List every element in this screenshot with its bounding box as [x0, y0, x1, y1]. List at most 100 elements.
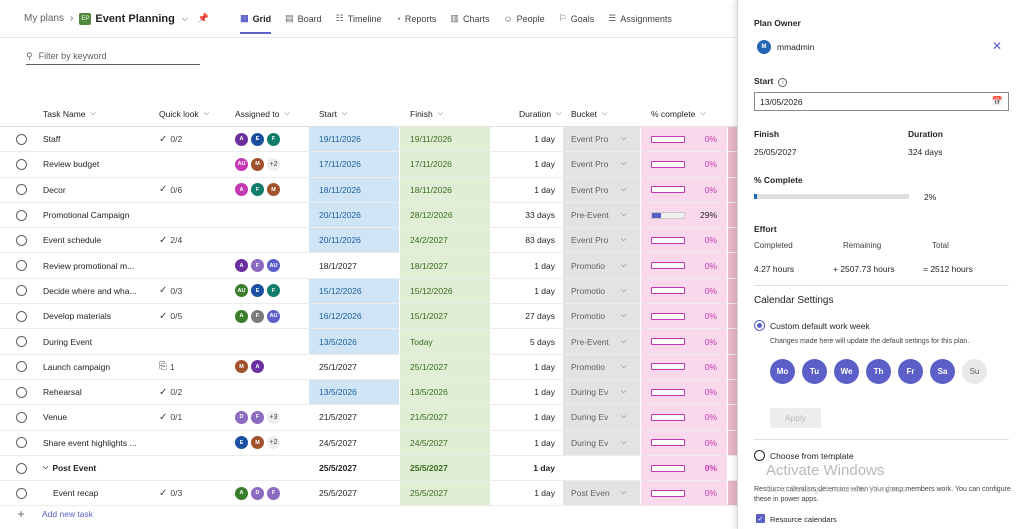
finish-date[interactable]: 21/5/2027 [400, 405, 491, 430]
table-row[interactable]: Review promotional m... A F AU 18/1/2027 1… [0, 253, 737, 279]
table-row[interactable]: ⌵ Post Event 25/5/2027 25/5/2027 1 day 0% [0, 455, 737, 482]
tab-timeline[interactable]: ☷ Timeline [329, 0, 389, 38]
start-date[interactable]: 13/5/2026 [309, 379, 400, 405]
complete-task-radio[interactable] [15, 336, 27, 348]
percent-complete[interactable]: 0% [641, 228, 728, 253]
task-name[interactable]: Launch campaign [43, 361, 111, 372]
plan-title[interactable]: Event Planning [95, 12, 175, 25]
table-row[interactable]: Rehearsal ✓ 0/2 13/5/2026 13/5/2026 1 day… [0, 379, 737, 406]
filter-input[interactable] [38, 51, 189, 61]
day-toggle-we[interactable]: We [834, 359, 859, 384]
col-finish[interactable]: Finish ⌵ [410, 109, 443, 119]
complete-task-radio[interactable] [15, 184, 27, 196]
bucket-select[interactable]: Post Even ⌵ [563, 481, 641, 506]
duration[interactable]: 1 day [534, 387, 555, 398]
duration[interactable]: 1 day [534, 184, 555, 195]
percent-complete[interactable]: 0% [641, 481, 728, 506]
table-row[interactable]: Promotional Campaign 20/11/2026 28/12/20… [0, 202, 737, 229]
duration[interactable]: 1 day [534, 412, 555, 423]
tab-assignments[interactable]: ☰ Assignments [601, 0, 679, 38]
tab-grid[interactable]: ▦ Grid [233, 0, 278, 38]
percent-complete[interactable]: 0% [641, 304, 728, 329]
finish-date[interactable]: 15/1/2027 [400, 304, 491, 329]
percent-complete[interactable]: 0% [641, 127, 728, 152]
col-bucket[interactable]: Bucket ⌵ [571, 109, 608, 119]
custom-work-week-label[interactable]: Custom default work week [770, 321, 870, 331]
task-name[interactable]: Decide where and wha... [43, 285, 137, 296]
start-date[interactable]: 17/11/2026 [309, 152, 400, 177]
assignees[interactable]: D F +3 [235, 410, 280, 424]
assignees[interactable]: A F AU [235, 309, 280, 323]
percent-complete[interactable]: 0% [641, 430, 728, 455]
custom-work-week-radio[interactable] [754, 320, 765, 331]
percent-complete[interactable]: 0% [641, 177, 728, 202]
finish-date[interactable]: 28/12/2026 [400, 202, 491, 228]
col-assigned-to[interactable]: Assigned to ⌵ [235, 109, 290, 119]
bucket-select[interactable]: Event Pro ⌵ [563, 228, 641, 253]
complete-task-radio[interactable] [15, 487, 27, 499]
col-start[interactable]: Start ⌵ [319, 109, 348, 119]
day-toggle-tu[interactable]: Tu [802, 359, 827, 384]
start-date[interactable]: 18/11/2026 [309, 177, 400, 202]
duration[interactable]: 1 day [534, 361, 555, 372]
resource-calendars-checkbox[interactable]: ✓ [756, 514, 765, 523]
tab-charts[interactable]: ▥ Charts [443, 0, 496, 38]
complete-task-radio[interactable] [15, 285, 27, 297]
task-name[interactable]: Promotional Campaign [43, 210, 130, 221]
complete-task-radio[interactable] [15, 386, 27, 398]
start-date[interactable]: 21/5/2027 [319, 412, 357, 423]
quick-look[interactable]: ✓ 0/5 [159, 310, 183, 322]
col-quick-look[interactable]: Quick look ⌵ [159, 109, 209, 119]
apply-button[interactable]: Apply [770, 408, 821, 428]
finish-date[interactable]: 15/12/2026 [400, 278, 491, 304]
complete-task-radio[interactable] [15, 158, 27, 170]
complete-task-radio[interactable] [15, 361, 27, 373]
task-name[interactable]: Event recap [53, 488, 99, 499]
table-row[interactable]: Event schedule ✓ 2/4 20/11/2026 24/2/2027… [0, 228, 737, 254]
bucket-select[interactable]: During Ev ⌵ [563, 379, 641, 405]
start-date[interactable]: 24/5/2027 [319, 437, 357, 448]
start-date[interactable]: 19/11/2026 [309, 127, 400, 152]
complete-task-radio[interactable] [15, 234, 27, 246]
table-row[interactable]: Develop materials ✓ 0/5 A F AU 16/12/2026 1… [0, 304, 737, 330]
bucket-select[interactable]: Pre-Event ⌵ [563, 329, 641, 354]
tab-people[interactable]: ☺ People [496, 0, 551, 38]
percent-complete[interactable]: 0% [641, 329, 728, 354]
bucket-select[interactable]: Event Pro ⌵ [563, 152, 641, 177]
duration[interactable]: 1 day [534, 159, 555, 170]
tab-goals[interactable]: ⚐ Goals [552, 0, 602, 38]
day-toggle-su[interactable]: Su [962, 359, 987, 384]
tab-reports[interactable]: ◔ Reports [388, 0, 443, 38]
template-label[interactable]: Choose from template [770, 451, 854, 461]
bucket-select[interactable]: Event Pro ⌵ [563, 127, 641, 152]
complete-task-radio[interactable] [15, 209, 27, 221]
percent-complete[interactable]: 29% [641, 202, 728, 228]
quick-look[interactable]: ✓ 0/6 [159, 184, 183, 196]
complete-task-radio[interactable] [15, 437, 27, 449]
start-date[interactable]: 25/5/2027 [319, 488, 357, 499]
quick-look[interactable]: ✓ 0/1 [159, 411, 183, 423]
start-date[interactable]: 20/11/2026 [309, 228, 400, 253]
task-name[interactable]: Event schedule [43, 235, 102, 246]
task-name[interactable]: During Event [43, 336, 93, 347]
complete-task-radio[interactable] [15, 411, 27, 423]
table-row[interactable]: Review budget AU M +2 17/11/2026 17/11/202… [0, 152, 737, 178]
table-row[interactable]: During Event 13/5/2026 Today 5 days Pre-… [0, 329, 737, 355]
finish-date[interactable]: 18/1/2027 [400, 253, 491, 278]
finish-date[interactable]: 13/5/2026 [400, 379, 491, 405]
duration[interactable]: 33 days [525, 210, 555, 221]
finish-date[interactable]: 18/11/2026 [400, 177, 491, 202]
col-task-name[interactable]: Task Name ⌵ [43, 109, 96, 119]
duration[interactable]: 27 days [525, 311, 555, 322]
start-date[interactable]: 15/12/2026 [309, 278, 400, 304]
duration[interactable]: 1 day [534, 134, 555, 145]
quick-look[interactable]: ✓ 2/4 [159, 234, 183, 246]
start-date[interactable]: 18/1/2027 [319, 260, 357, 271]
